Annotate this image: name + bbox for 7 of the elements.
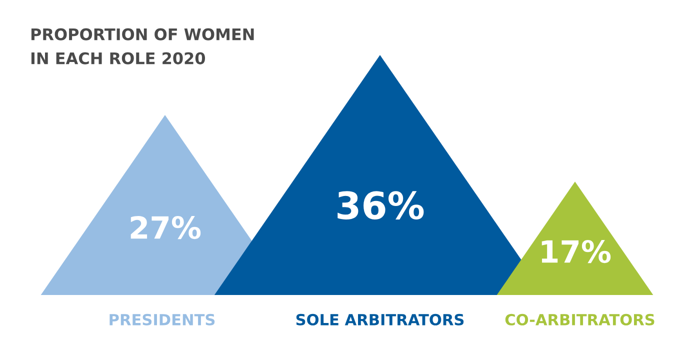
category-label: CO-ARBITRATORS xyxy=(505,314,654,326)
category-label: SOLE ARBITRATORS xyxy=(296,314,464,326)
text: PROPORTION OF WOMEN IN EACH ROLE 2020 xyxy=(31,28,254,64)
category-label: PRESIDENTS xyxy=(110,314,215,326)
data-label: 17% xyxy=(542,240,611,264)
data-label: 27% xyxy=(130,216,201,240)
data-label: 36% xyxy=(338,191,424,220)
